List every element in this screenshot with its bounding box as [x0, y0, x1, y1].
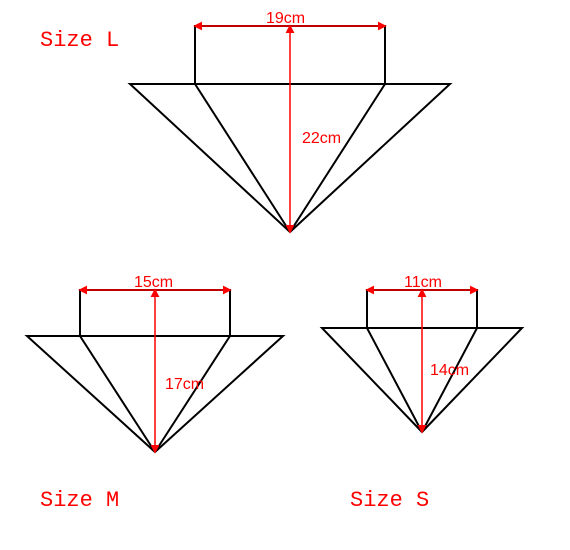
- width-label-s: 11cm: [404, 274, 442, 292]
- width-label-l: 19cm: [266, 10, 305, 28]
- figure-L: [130, 26, 450, 232]
- size-label-s: Size S: [350, 488, 429, 513]
- figure-S: [322, 290, 522, 432]
- size-label-m: Size M: [40, 488, 119, 513]
- height-label-l: 22cm: [302, 130, 341, 148]
- height-label-s: 14cm: [430, 362, 469, 380]
- figure-M: [27, 290, 283, 452]
- diagram-canvas: [0, 0, 570, 550]
- size-label-l: Size L: [40, 28, 119, 53]
- width-label-m: 15cm: [134, 274, 173, 292]
- height-label-m: 17cm: [165, 376, 204, 394]
